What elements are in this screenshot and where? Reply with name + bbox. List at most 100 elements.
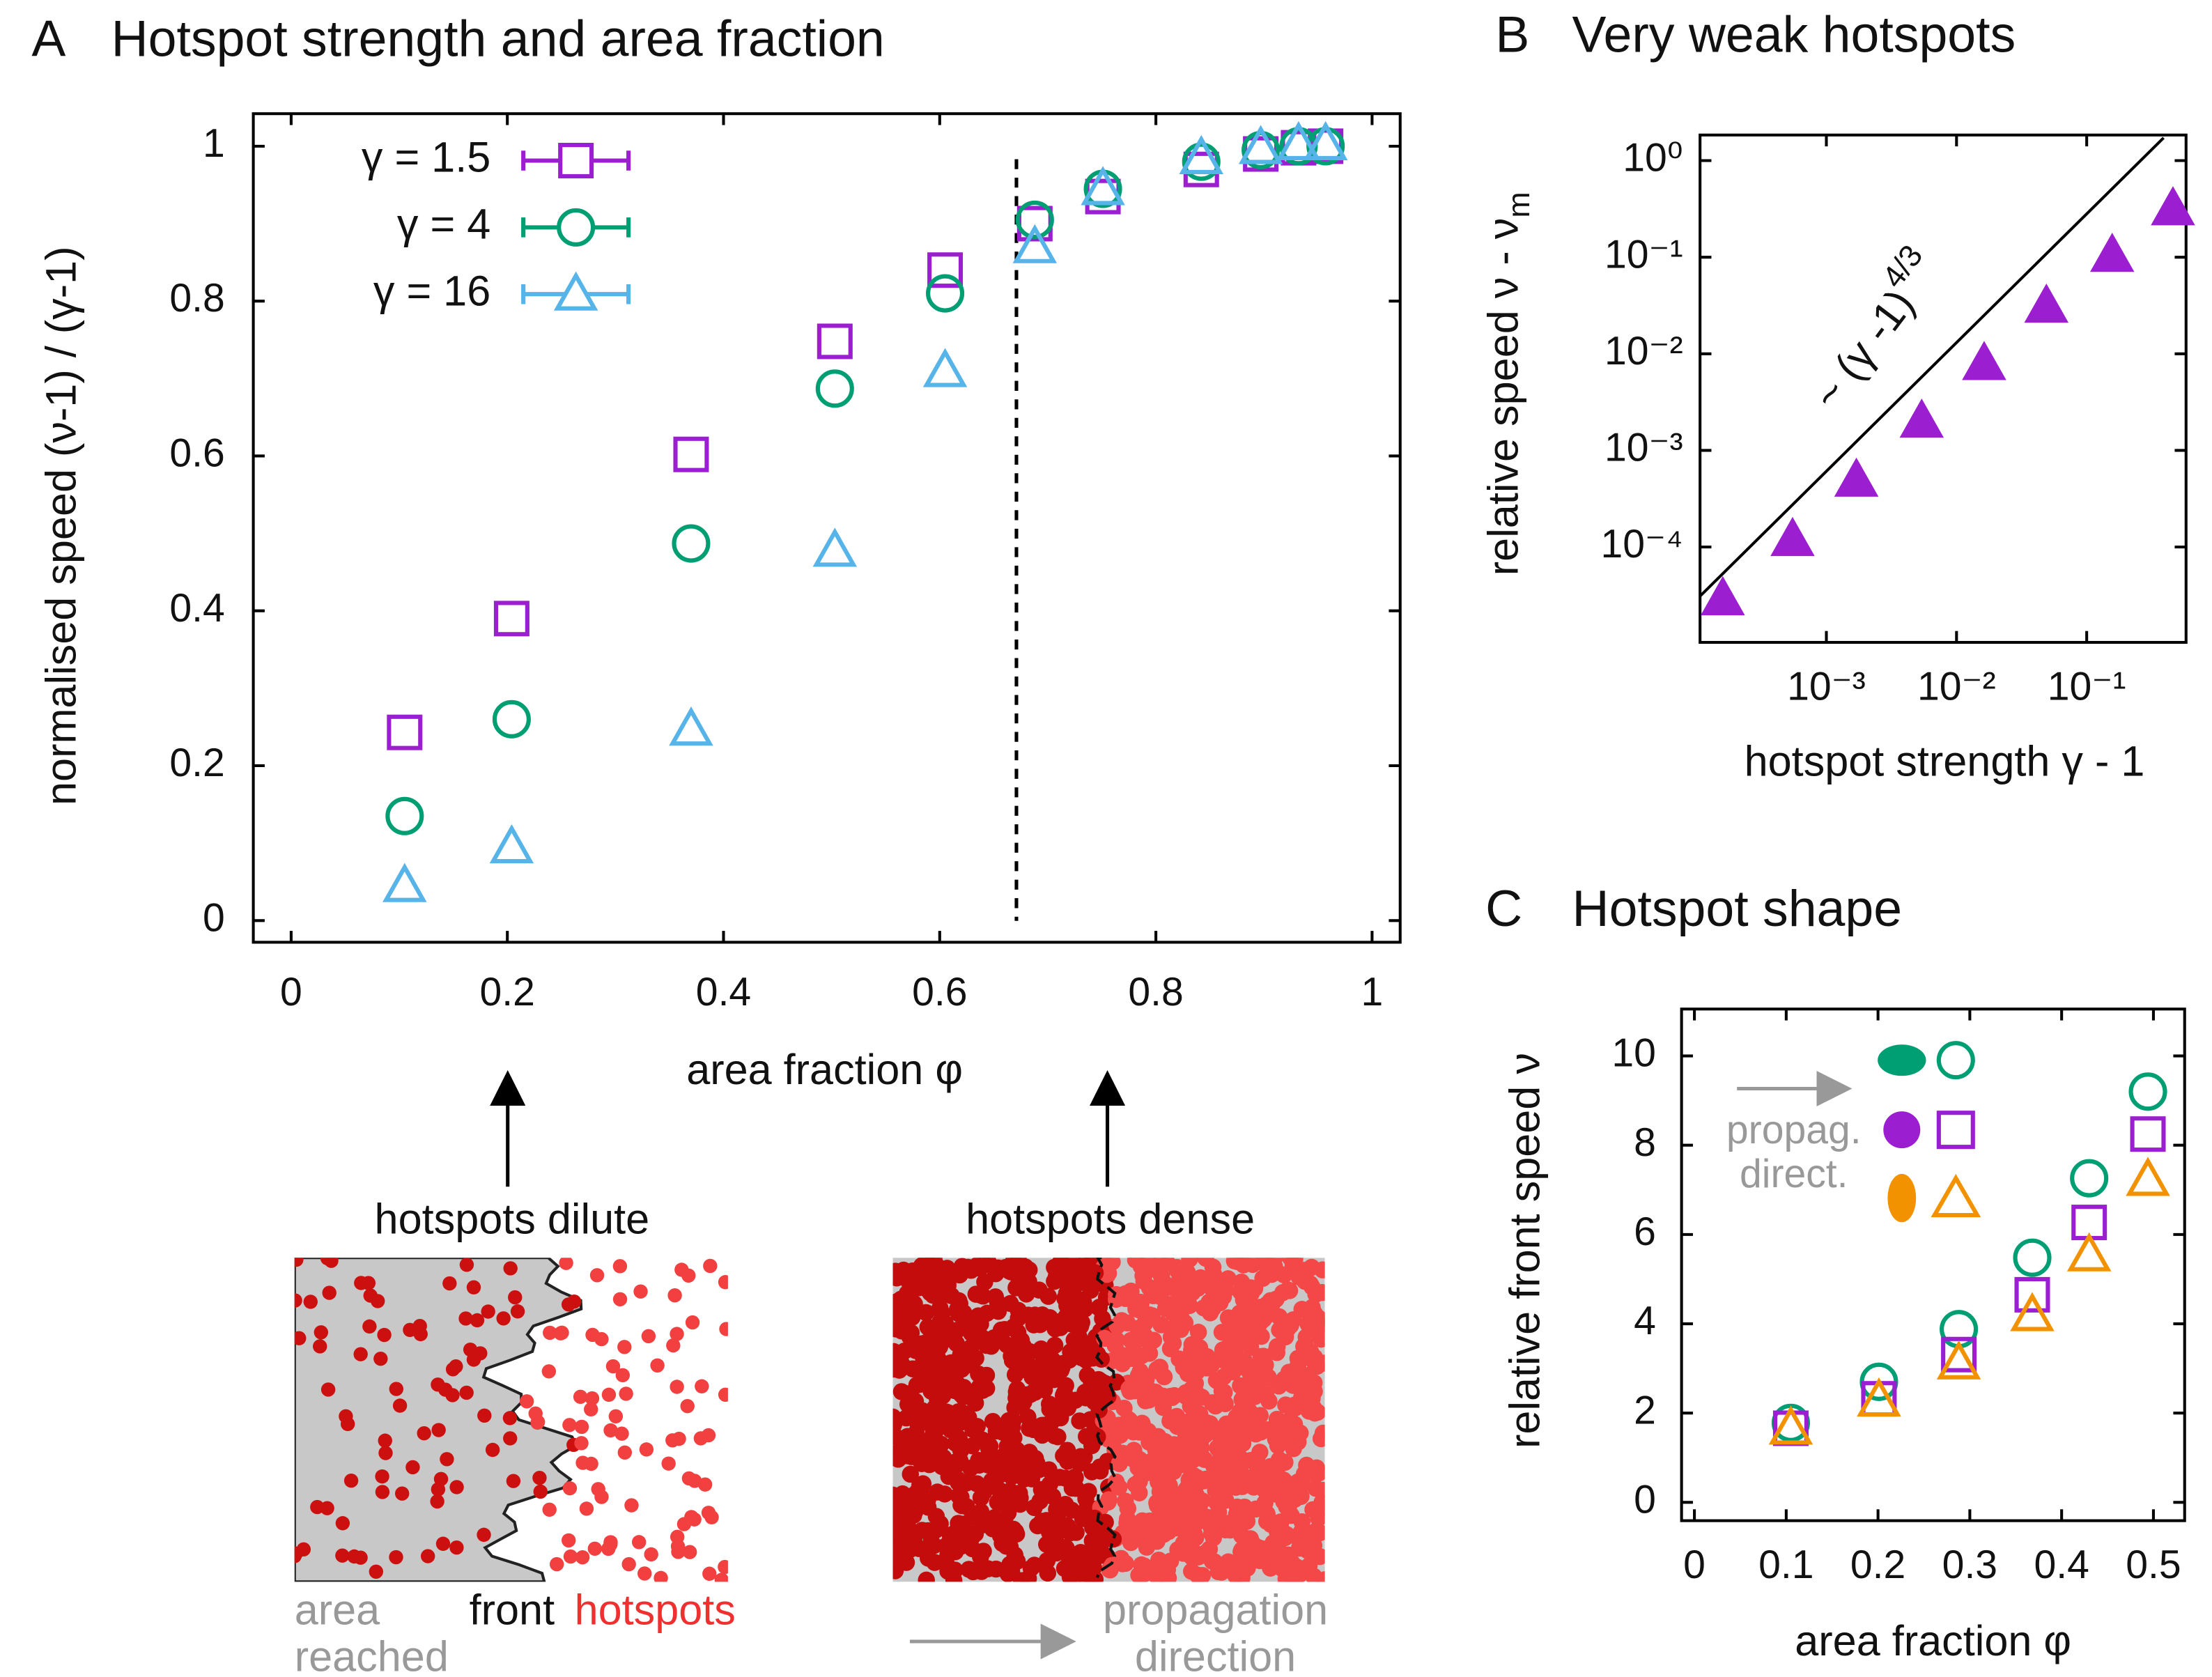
hotspot xyxy=(1117,1285,1134,1303)
hotspot xyxy=(477,1408,492,1423)
x-tick-label: 0.5 xyxy=(2126,1543,2181,1587)
hotspot xyxy=(958,1474,975,1492)
hotspot xyxy=(1202,1510,1220,1528)
hotspot xyxy=(1288,1566,1306,1582)
hotspot xyxy=(948,1321,966,1339)
y-axis-label-main: normalised speed (ν-1) / (γ-1) xyxy=(37,246,84,805)
y-axis-label: relative speed ν - νm xyxy=(1480,192,1536,575)
hotspot xyxy=(1052,1521,1069,1538)
x-tick-label: 0.6 xyxy=(912,970,967,1014)
hotspot xyxy=(431,1423,446,1437)
hotspot xyxy=(375,1469,389,1484)
hotspot xyxy=(714,1572,728,1582)
marker xyxy=(1936,1340,1981,1380)
hotspot xyxy=(1192,1439,1210,1457)
y-tick-label: 0 xyxy=(203,895,225,940)
hotspot xyxy=(915,1350,932,1368)
x-axis-label: area fraction φ xyxy=(1795,1617,2071,1664)
hotspot xyxy=(1242,1530,1260,1547)
hotspot xyxy=(533,1484,548,1499)
hotspot xyxy=(1232,1543,1250,1561)
hotspot xyxy=(1051,1258,1069,1272)
inset-label: front xyxy=(470,1586,555,1633)
hotspot xyxy=(1039,1361,1057,1378)
marker xyxy=(1941,1336,1977,1373)
hotspot xyxy=(639,1442,654,1457)
hotspot xyxy=(1124,1423,1143,1441)
marker xyxy=(1834,457,1879,497)
hotspot xyxy=(621,1556,636,1572)
hotspot xyxy=(1131,1472,1148,1490)
legend-note: propag. xyxy=(1726,1108,1862,1152)
legend-shape xyxy=(1887,1173,1917,1223)
hotspot xyxy=(430,1494,444,1509)
panel-letter: B xyxy=(1495,6,1529,63)
hotspot xyxy=(389,1550,403,1565)
hotspot xyxy=(1266,1258,1283,1267)
hotspot xyxy=(920,1455,938,1474)
marker xyxy=(382,863,427,902)
inset-dilute xyxy=(294,1258,728,1582)
hotspot xyxy=(1180,1471,1198,1489)
hotspot xyxy=(899,1396,917,1413)
hotspot xyxy=(562,1418,577,1432)
hotspot xyxy=(1157,1275,1174,1292)
hotspot xyxy=(926,1554,943,1571)
hotspot xyxy=(378,1446,393,1460)
hotspot xyxy=(1185,1525,1203,1543)
hotspot xyxy=(1269,1523,1286,1540)
hotspot xyxy=(470,1313,485,1328)
hotspot xyxy=(361,1276,376,1290)
x-tick-label: 0.3 xyxy=(1942,1543,1997,1587)
hotspot xyxy=(1269,1375,1286,1393)
hotspot xyxy=(438,1382,453,1397)
hotspot xyxy=(1067,1524,1085,1541)
hotspot xyxy=(1039,1288,1057,1305)
legend-shape xyxy=(1936,1041,1975,1080)
hotspot xyxy=(1204,1258,1222,1276)
hotspot xyxy=(442,1276,457,1291)
y-axis-label-main: relative front speed ν xyxy=(1501,1053,1548,1448)
hotspot xyxy=(681,1471,697,1486)
y-tick-label: 1 xyxy=(203,121,225,166)
hotspot xyxy=(932,1435,950,1453)
hotspot xyxy=(1227,1566,1244,1582)
hotspot xyxy=(585,1391,600,1406)
hotspot xyxy=(1195,1472,1212,1490)
hotspot xyxy=(945,1572,963,1582)
hotspot xyxy=(1039,1564,1057,1582)
marker xyxy=(1770,516,1815,557)
hotspot xyxy=(967,1350,984,1367)
hotspot xyxy=(362,1319,377,1334)
hotspot xyxy=(496,1311,511,1326)
hotspot xyxy=(294,1293,302,1308)
hotspot xyxy=(1312,1430,1325,1448)
hotspot xyxy=(1262,1559,1279,1577)
hotspot xyxy=(996,1320,1014,1338)
marker xyxy=(815,369,854,408)
hotspot xyxy=(701,1428,716,1443)
hotspot xyxy=(1051,1319,1069,1336)
hotspot xyxy=(574,1436,589,1451)
hotspot xyxy=(1198,1347,1216,1366)
hotspot xyxy=(1081,1555,1099,1573)
marker xyxy=(385,796,424,835)
hotspot xyxy=(919,1490,937,1508)
hotspot xyxy=(605,1359,621,1374)
hotspot xyxy=(1209,1467,1227,1485)
marker xyxy=(2151,186,2195,226)
hotspot xyxy=(1009,1324,1027,1341)
hotspot xyxy=(510,1304,525,1319)
hotspot xyxy=(445,1362,461,1377)
y-tick-label: 2 xyxy=(1634,1388,1656,1432)
y-tick-label: 10⁻² xyxy=(1604,329,1683,373)
hotspot xyxy=(532,1471,547,1485)
hotspot xyxy=(466,1280,481,1295)
hotspot xyxy=(665,1433,680,1448)
hotspot xyxy=(917,1304,935,1322)
hotspot xyxy=(895,1434,913,1451)
hotspot xyxy=(1114,1313,1132,1331)
hotspot xyxy=(925,1404,942,1421)
hotspot xyxy=(1295,1266,1313,1283)
